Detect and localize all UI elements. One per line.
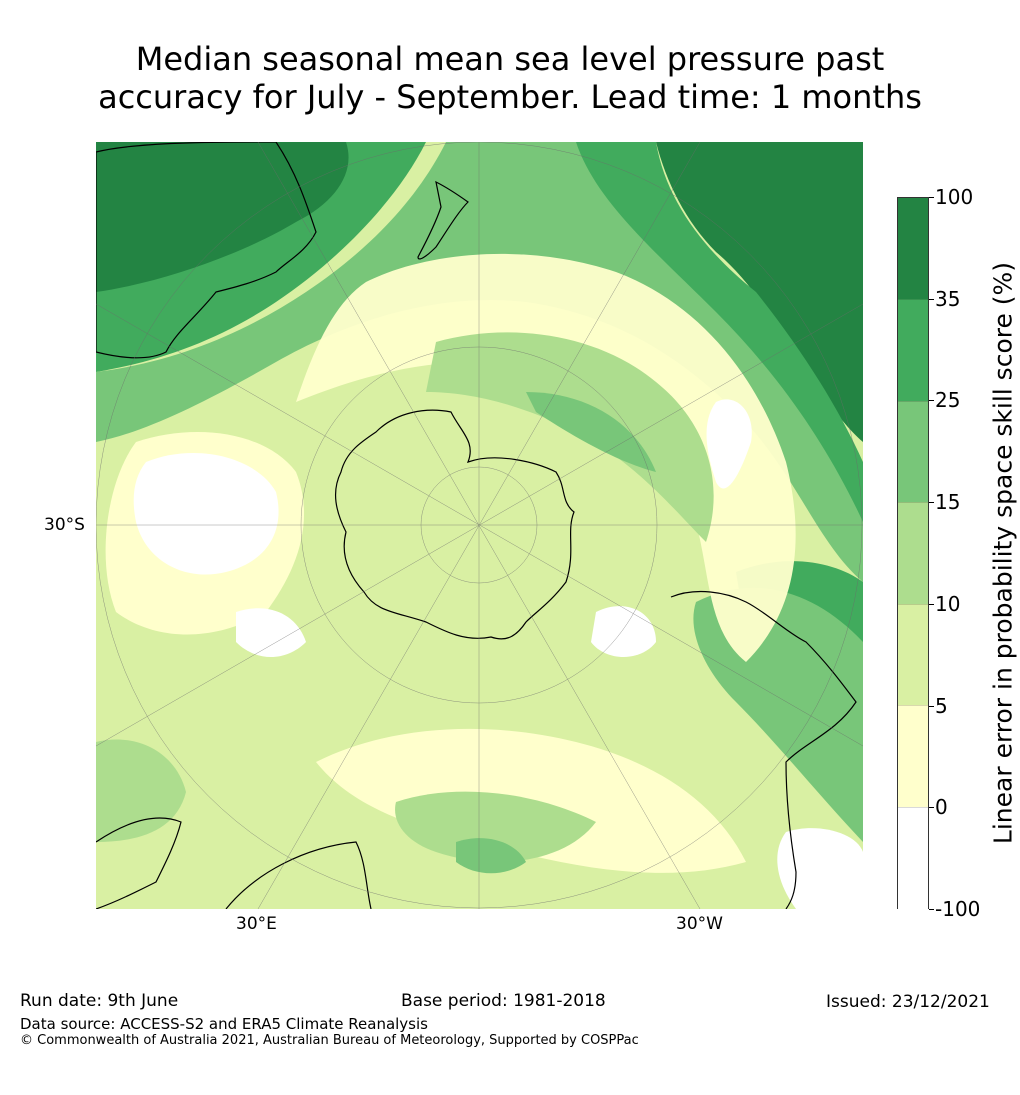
- colorbar-tick-mark: [929, 909, 934, 910]
- colorbar-tick-label: 100: [935, 185, 974, 209]
- antarctica-coastline: [335, 409, 575, 640]
- colorbar-tick-label: 35: [935, 286, 961, 311]
- meridian-line: [96, 303, 863, 747]
- colorbar-segment: [898, 198, 928, 300]
- colorbar-tick-mark: [929, 197, 934, 198]
- colorbar-tick-label: 25: [935, 388, 961, 413]
- skill-band-10-15: [395, 791, 596, 862]
- colorbar: [897, 197, 929, 909]
- colorbar-segment: [898, 400, 928, 504]
- skill-band-35-100: [656, 142, 863, 442]
- south-america-coastline: [670, 591, 857, 909]
- map-title-line-2: accuracy for July - September. Lead time…: [98, 78, 922, 116]
- polar-skill-map: [96, 142, 863, 909]
- colorbar-segment: [898, 705, 928, 808]
- colorbar-tick-label: -100: [935, 897, 981, 921]
- base-period: Base period: 1981-2018: [401, 991, 606, 1011]
- colorbar-segment: [898, 806, 928, 909]
- skill-band-10-15: [426, 332, 714, 542]
- longitude-label-30e: 30°E: [236, 914, 277, 934]
- africa-coastline: [96, 817, 372, 909]
- colorbar-segment: [898, 603, 928, 707]
- colorbar-segment: [898, 299, 928, 402]
- skill-band-below-0: [236, 608, 306, 657]
- skill-band-below-0: [706, 399, 752, 489]
- colorbar-tick-mark: [929, 807, 934, 809]
- colorbar-tick-label: 10: [935, 591, 961, 616]
- skill-band-35-100: [96, 142, 400, 302]
- skill-band-below-0: [777, 828, 863, 909]
- colorbar-tick-mark: [929, 603, 934, 605]
- colorbar-label: Linear error in probability space skill …: [988, 261, 1018, 845]
- skill-field-inner-bands: [96, 253, 863, 909]
- skill-band-10-15: [96, 739, 186, 842]
- australia-coastline: [96, 142, 317, 359]
- run-date: Run date: 9th June: [20, 991, 179, 1011]
- colorbar-tick-label: 5: [935, 693, 948, 718]
- colorbar-tick-mark: [929, 502, 934, 504]
- skill-band-0-5: [296, 253, 796, 662]
- colorbar-tick-mark: [929, 298, 934, 300]
- colorbar-tick-label: 0: [935, 795, 948, 820]
- colorbar-tick-mark: [929, 400, 934, 402]
- colorbar-tick-label: 15: [935, 490, 961, 515]
- longitude-label-30w: 30°W: [676, 914, 723, 934]
- map-title: Median seasonal mean sea level pressure …: [0, 40, 1020, 116]
- skill-band-25-35: [96, 142, 426, 372]
- new-zealand-coastline: [417, 180, 469, 260]
- skill-band-below-0: [591, 606, 656, 657]
- skill-band-15-25: [456, 838, 526, 874]
- latitude-label-30s: 30°S: [44, 515, 85, 535]
- coastlines: [96, 142, 857, 909]
- colorbar-segment: [898, 502, 928, 605]
- graticule: [96, 142, 863, 909]
- issued-date: Issued: 23/12/2021: [826, 992, 990, 1012]
- copyright: © Commonwealth of Australia 2021, Austra…: [20, 1033, 639, 1048]
- colorbar-tick-mark: [929, 705, 934, 707]
- skill-band-below-0: [133, 453, 279, 575]
- map-title-line-1: Median seasonal mean sea level pressure …: [135, 40, 885, 78]
- skill-band-15-25: [526, 392, 656, 472]
- data-source: Data source: ACCESS-S2 and ERA5 Climate …: [20, 1015, 428, 1033]
